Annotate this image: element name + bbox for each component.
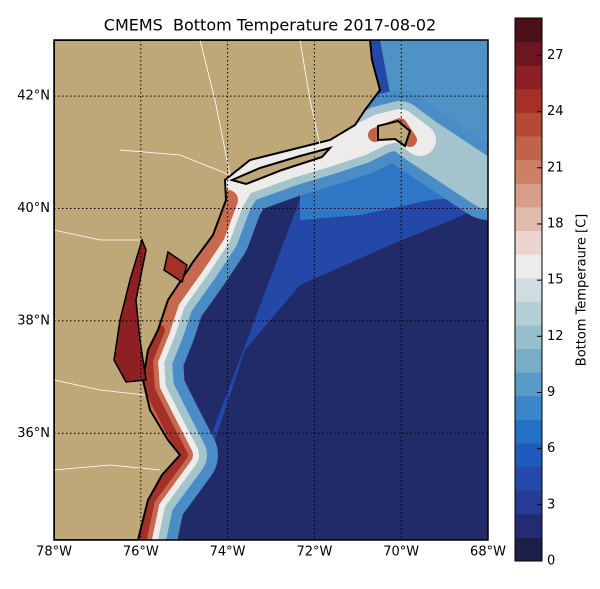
state-border bbox=[54, 379, 146, 396]
x-tick-label: 70°W bbox=[383, 545, 419, 560]
colorbar-tick-label: 3 bbox=[547, 497, 555, 512]
borders bbox=[54, 40, 321, 471]
colorbar-label: Bottom Temperaure [C] bbox=[575, 214, 590, 366]
y-tick-label: 36°N bbox=[17, 426, 50, 441]
delaware-bay bbox=[163, 250, 188, 284]
colorbar-tick-label: 6 bbox=[547, 441, 555, 456]
colorbar-band bbox=[515, 136, 542, 161]
colorbar-tick-label: 21 bbox=[547, 160, 564, 175]
colorbar-tick-label: 9 bbox=[547, 385, 555, 400]
colorbar-frame bbox=[514, 17, 543, 562]
colorbar-band bbox=[515, 324, 542, 350]
state-border bbox=[299, 40, 321, 146]
state-border bbox=[54, 229, 140, 241]
x-tick-label: 74°W bbox=[210, 545, 246, 560]
y-tick-label: 38°N bbox=[17, 313, 50, 328]
state-border bbox=[199, 40, 231, 176]
y-tick-label: 42°N bbox=[17, 89, 50, 104]
x-tick-label: 78°W bbox=[36, 545, 72, 560]
x-tick-label: 68°W bbox=[470, 545, 506, 560]
colorbar-band bbox=[515, 65, 542, 90]
colorbar-tick-label: 18 bbox=[547, 216, 564, 231]
land bbox=[54, 40, 382, 540]
colorbar-tick-label: 27 bbox=[547, 48, 564, 63]
coastal-band bbox=[136, 325, 188, 540]
colorbar-band bbox=[515, 395, 542, 420]
map-title: CMEMS Bottom Temperature 2017-08-02 bbox=[104, 16, 436, 35]
long-island bbox=[229, 146, 333, 186]
colorbar-band bbox=[515, 112, 542, 137]
colorbar-band bbox=[515, 513, 542, 538]
colorbar-tick-label: 0 bbox=[547, 554, 555, 569]
colorbar-band bbox=[515, 18, 542, 43]
colorbar-band bbox=[515, 88, 542, 113]
chesapeake-bay bbox=[113, 237, 147, 383]
state-border bbox=[119, 149, 231, 176]
cape-cod bbox=[377, 119, 412, 148]
colorbar-band bbox=[515, 419, 542, 444]
colorbar-band bbox=[515, 301, 542, 326]
map-frame bbox=[53, 39, 489, 541]
x-tick-label: 72°W bbox=[296, 545, 332, 560]
colorbar-band bbox=[515, 442, 542, 468]
colorbar-band bbox=[515, 490, 542, 515]
state-border bbox=[54, 464, 161, 471]
colorbar-band bbox=[515, 348, 542, 373]
map-area bbox=[54, 40, 488, 540]
colorbar-band bbox=[515, 537, 542, 562]
colorbar-tick-label: 24 bbox=[547, 104, 564, 119]
colorbar-band bbox=[515, 277, 542, 302]
y-tick-label: 40°N bbox=[17, 201, 50, 216]
colorbar-band bbox=[515, 254, 542, 279]
colorbar-band bbox=[515, 206, 542, 231]
colorbar-band bbox=[515, 183, 542, 208]
x-tick-label: 76°W bbox=[123, 545, 159, 560]
colorbar-tick-label: 15 bbox=[547, 273, 564, 288]
colorbar-band bbox=[515, 230, 542, 255]
colorbar-band bbox=[515, 466, 542, 491]
colorbar-band bbox=[515, 41, 542, 66]
colorbar-tick-label: 12 bbox=[547, 329, 564, 344]
colorbar-band bbox=[515, 159, 542, 184]
